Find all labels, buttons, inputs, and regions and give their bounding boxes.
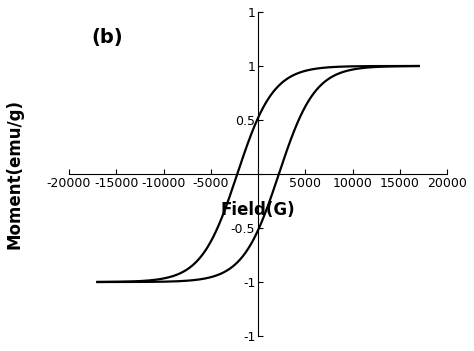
Y-axis label: Moment(emu/g): Moment(emu/g)	[6, 99, 24, 249]
Text: (b): (b)	[91, 28, 123, 47]
X-axis label: Field(G): Field(G)	[221, 201, 295, 219]
